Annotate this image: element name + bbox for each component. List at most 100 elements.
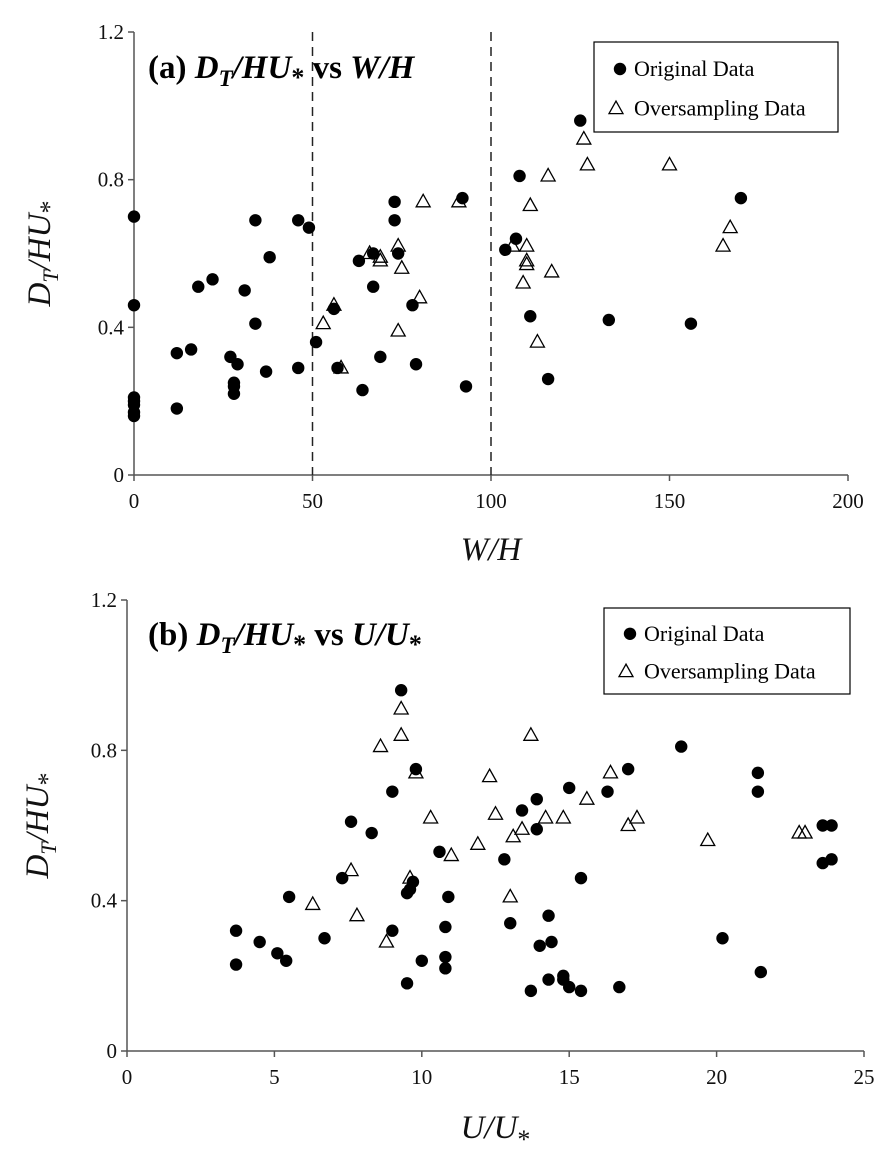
- original-data-point: [231, 358, 244, 371]
- original-data-point: [433, 845, 446, 859]
- oversampling-data-point: [513, 820, 531, 835]
- oversampling-data-point: [393, 700, 410, 715]
- original-data-point: [499, 243, 512, 257]
- legend-triangle-marker: [617, 662, 635, 678]
- original-data-point: [366, 280, 380, 293]
- original-data-point: [825, 819, 838, 832]
- title-y-subscript: T: [220, 633, 235, 658]
- original-data-point: [509, 232, 523, 245]
- original-data-point: [751, 766, 765, 780]
- y-axis-label-text: D: [22, 282, 58, 307]
- original-data-point: [504, 917, 517, 930]
- oversampling-data-point: [361, 244, 378, 260]
- original-data-point: [229, 924, 243, 937]
- x-tick-label: 20: [706, 1065, 727, 1089]
- chart-title: (b) DT/HU* vs U/U*: [148, 617, 422, 659]
- original-data-point: [541, 372, 555, 386]
- oversampling-data-point: [372, 248, 389, 263]
- oversampling-data-point: [522, 196, 539, 212]
- original-data-point: [400, 977, 414, 990]
- original-data-point: [533, 939, 546, 952]
- title-vs: vs: [304, 50, 350, 86]
- x-axis-label: U/U*: [461, 1110, 531, 1152]
- title-y-star: *: [291, 63, 304, 92]
- original-data-point: [184, 343, 198, 356]
- original-data-point: [530, 823, 543, 836]
- y-tick-label: 0.8: [91, 738, 117, 762]
- oversampling-data-point: [407, 764, 425, 779]
- original-data-point: [388, 214, 401, 227]
- oversampling-data-point: [390, 322, 407, 337]
- oversampling-data-point: [372, 252, 389, 267]
- oversampling-data-point: [699, 831, 716, 847]
- legend-circle-marker: [613, 62, 627, 76]
- y-axis-label: DT/HU*: [22, 201, 64, 308]
- oversampling-data-point: [628, 809, 646, 824]
- oversampling-data-point: [504, 237, 521, 252]
- legend-circle-marker: [623, 627, 637, 640]
- oversampling-data-point: [372, 737, 389, 753]
- title-y-text: /HU: [233, 617, 296, 653]
- original-data-point: [227, 387, 241, 400]
- oversampling-data-point: [537, 809, 554, 824]
- y-axis-label-text: /HU: [22, 211, 58, 272]
- oversampling-data-point: [411, 288, 428, 304]
- original-data-point: [253, 935, 266, 949]
- oversampling-data-point: [401, 869, 419, 884]
- x-axis-label: W/H: [461, 532, 524, 568]
- original-data-point: [282, 890, 296, 904]
- legend: Original Data Oversampling Data: [603, 607, 851, 695]
- original-data-point: [439, 920, 452, 934]
- oversampling-data-point: [540, 167, 557, 182]
- oversampling-data-point: [393, 259, 410, 274]
- chart-panel-b: 00.40.81.20 5 10 15 20 25U/U*DT/HU*(b) DT/HU*…: [20, 588, 875, 1152]
- original-data-point: [459, 380, 473, 393]
- original-data-point: [524, 310, 537, 323]
- original-data-point: [374, 350, 387, 364]
- original-data-point: [352, 254, 366, 268]
- oversampling-data-point: [529, 333, 546, 348]
- title-x-text: U/U: [352, 617, 411, 653]
- x-axis-label-text: W/H: [461, 532, 524, 568]
- legend-label-original: Original Data: [634, 56, 755, 81]
- original-data-point: [456, 191, 469, 205]
- y-axis-label-text: /HU: [20, 783, 56, 844]
- oversampling-data-point: [543, 263, 560, 278]
- oversampling-data-point: [722, 218, 739, 234]
- oversampling-data-point: [518, 252, 535, 267]
- original-data-point: [206, 273, 219, 286]
- oversampling-data-point: [518, 255, 535, 271]
- y-tick-label: 0.4: [91, 889, 118, 913]
- oversampling-data-point: [315, 314, 332, 330]
- original-data-point: [542, 973, 555, 986]
- original-data-point: [601, 785, 614, 798]
- original-data-point: [309, 335, 323, 349]
- original-data-point: [442, 890, 455, 904]
- original-data-point: [263, 250, 276, 264]
- title-x-text: W/H: [350, 50, 416, 86]
- oversampling-data-point: [518, 237, 535, 252]
- original-data-point: [406, 298, 419, 312]
- original-data-point: [386, 924, 399, 937]
- original-data-point: [394, 684, 408, 697]
- original-data-point: [365, 826, 378, 840]
- y-axis-label-subscript: T: [38, 269, 63, 283]
- x-tick-label: 0: [122, 1065, 133, 1089]
- x-tick-label: 100: [475, 489, 507, 513]
- original-data-point: [574, 871, 588, 885]
- original-data-point: [684, 317, 698, 330]
- original-data-point: [415, 954, 428, 967]
- oversampling-data-point: [515, 274, 532, 289]
- oversampling-data-point: [393, 726, 410, 741]
- title-y-subscript: T: [219, 66, 234, 91]
- original-data-point: [356, 383, 369, 397]
- original-data-point: [170, 402, 184, 415]
- x-tick-label: 0: [129, 489, 140, 513]
- oversampling-data-point: [378, 933, 395, 948]
- original-data-point: [388, 195, 401, 209]
- oversampling-data-point: [469, 835, 486, 850]
- oversampling-data-point: [714, 237, 732, 252]
- title-y-text: /HU: [231, 50, 294, 86]
- original-data-point: [327, 302, 341, 316]
